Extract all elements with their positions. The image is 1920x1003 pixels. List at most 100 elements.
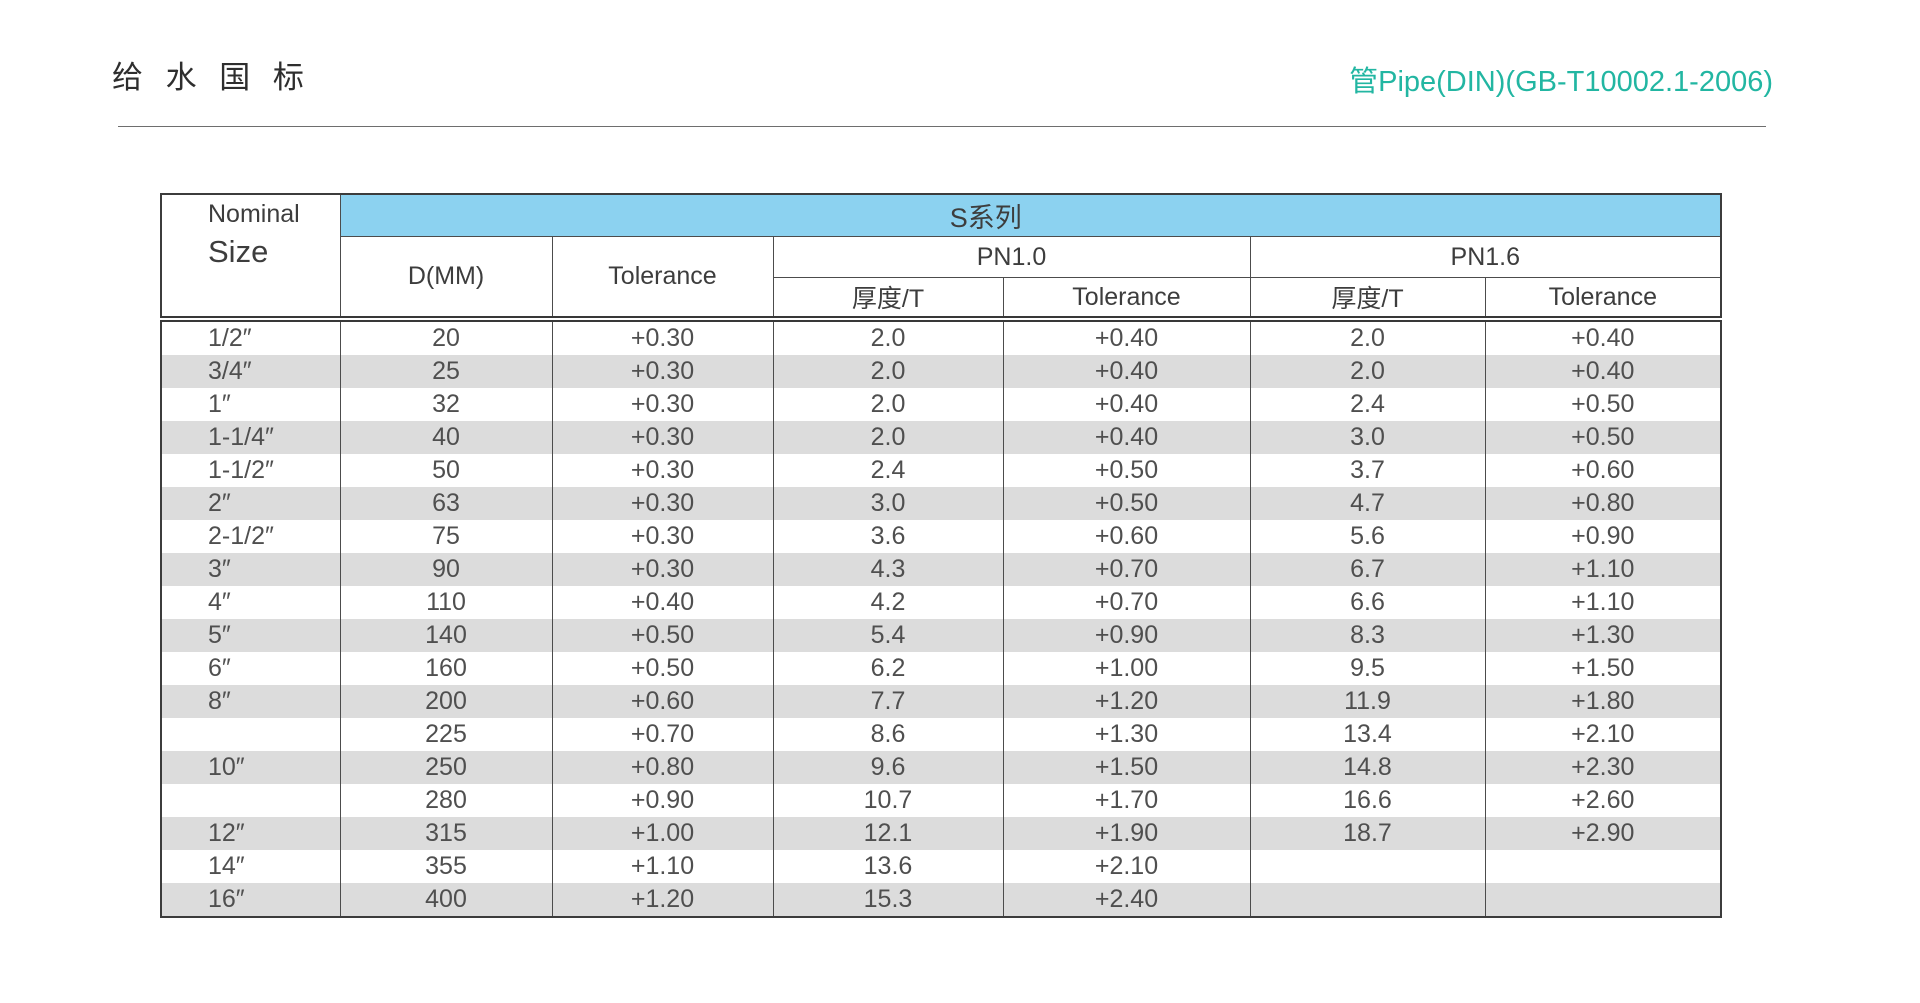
header-divider-line: [118, 126, 1766, 127]
cell-nominal-size: 6″: [160, 652, 341, 685]
standard-reference-label: 管Pipe(DIN)(GB-T10002.1-2006): [1349, 66, 1773, 98]
cell-pn10-thickness: 15.3: [772, 883, 1004, 917]
cell-d-mm: 225: [339, 718, 553, 751]
cell-pn16-thickness: 2.0: [1249, 355, 1486, 388]
cell-nominal-size: [160, 718, 341, 751]
cell-d-mm: 63: [339, 487, 553, 520]
cell-pn10-tolerance: +1.90: [1002, 817, 1251, 850]
cell-pn16-thickness: 6.6: [1249, 586, 1486, 619]
cell-pn16-thickness: [1249, 850, 1486, 883]
cell-d-tolerance: +0.80: [551, 751, 774, 784]
cell-d-tolerance: +0.70: [551, 718, 774, 751]
cell-pn16-tolerance: +0.40: [1484, 319, 1722, 355]
cell-pn10-thickness: 3.0: [772, 487, 1004, 520]
cell-pn10-thickness: 2.0: [772, 388, 1004, 421]
page-title: 给 水 国 标: [112, 60, 311, 95]
cell-pn10-tolerance: +0.70: [1002, 586, 1251, 619]
cell-pn10-tolerance: +1.70: [1002, 784, 1251, 817]
header-pn10: PN1.0: [772, 236, 1251, 278]
cell-pn16-tolerance: +0.80: [1484, 487, 1722, 520]
cell-pn10-thickness: 2.0: [772, 421, 1004, 454]
cell-pn10-thickness: 6.2: [772, 652, 1004, 685]
cell-pn16-thickness: 8.3: [1249, 619, 1486, 652]
cell-nominal-size: 2″: [160, 487, 341, 520]
cell-nominal-size: 1/2″: [160, 319, 341, 355]
cell-pn10-thickness: 12.1: [772, 817, 1004, 850]
cell-pn16-tolerance: +1.10: [1484, 553, 1722, 586]
cell-pn16-tolerance: +2.10: [1484, 718, 1722, 751]
cell-pn10-tolerance: +1.30: [1002, 718, 1251, 751]
table-row: 8″ 200 +0.60 7.7 +1.20 11.9 +1.80: [160, 685, 1722, 718]
cell-pn10-tolerance: +2.40: [1002, 883, 1251, 917]
cell-d-mm: 50: [339, 454, 553, 487]
cell-pn16-tolerance: +2.60: [1484, 784, 1722, 817]
cell-nominal-size: 16″: [160, 883, 341, 917]
header-d-mm: D(MM): [339, 236, 553, 322]
table-row: 2-1/2″ 75 +0.30 3.6 +0.60 5.6 +0.90: [160, 520, 1722, 553]
table-row: 6″ 160 +0.50 6.2 +1.00 9.5 +1.50: [160, 652, 1722, 685]
cell-pn10-tolerance: +0.50: [1002, 487, 1251, 520]
cell-pn16-tolerance: +0.40: [1484, 355, 1722, 388]
cell-nominal-size: 5″: [160, 619, 341, 652]
cell-nominal-size: 8″: [160, 685, 341, 718]
cell-pn16-thickness: 3.7: [1249, 454, 1486, 487]
cell-pn16-thickness: 4.7: [1249, 487, 1486, 520]
cell-pn16-tolerance: +2.90: [1484, 817, 1722, 850]
cell-pn10-thickness: 10.7: [772, 784, 1004, 817]
cell-d-tolerance: +0.30: [551, 553, 774, 586]
table-row: 1-1/2″ 50 +0.30 2.4 +0.50 3.7 +0.60: [160, 454, 1722, 487]
cell-pn10-thickness: 5.4: [772, 619, 1004, 652]
cell-pn10-tolerance: +0.40: [1002, 355, 1251, 388]
cell-pn10-thickness: 13.6: [772, 850, 1004, 883]
table-row: 14″ 355 +1.10 13.6 +2.10: [160, 850, 1722, 883]
cell-d-tolerance: +1.10: [551, 850, 774, 883]
header-nominal-size: Nominal Size: [160, 193, 341, 322]
cell-pn10-thickness: 7.7: [772, 685, 1004, 718]
cell-nominal-size: 2-1/2″: [160, 520, 341, 553]
cell-pn16-tolerance: +0.60: [1484, 454, 1722, 487]
cell-pn10-thickness: 3.6: [772, 520, 1004, 553]
table-row: 3″ 90 +0.30 4.3 +0.70 6.7 +1.10: [160, 553, 1722, 586]
table-row: 16″ 400 +1.20 15.3 +2.40: [160, 883, 1722, 917]
cell-d-tolerance: +0.30: [551, 454, 774, 487]
table-row: 1″ 32 +0.30 2.0 +0.40 2.4 +0.50: [160, 388, 1722, 421]
table-row: 280 +0.90 10.7 +1.70 16.6 +2.60: [160, 784, 1722, 817]
cell-d-tolerance: +0.30: [551, 319, 774, 355]
table-body: 1/2″ 20 +0.30 2.0 +0.40 2.0 +0.40 3/4″ 25 +0.30 2.…: [160, 319, 1722, 917]
cell-d-mm: 280: [339, 784, 553, 817]
cell-pn10-thickness: 4.3: [772, 553, 1004, 586]
cell-d-mm: 32: [339, 388, 553, 421]
cell-d-mm: 140: [339, 619, 553, 652]
cell-pn10-tolerance: +1.20: [1002, 685, 1251, 718]
cell-pn10-thickness: 4.2: [772, 586, 1004, 619]
cell-pn16-thickness: 5.6: [1249, 520, 1486, 553]
cell-pn16-thickness: 16.6: [1249, 784, 1486, 817]
cell-d-tolerance: +0.90: [551, 784, 774, 817]
cell-d-mm: 250: [339, 751, 553, 784]
cell-pn16-thickness: [1249, 883, 1486, 917]
cell-d-mm: 400: [339, 883, 553, 917]
cell-nominal-size: 1-1/2″: [160, 454, 341, 487]
cell-d-mm: 110: [339, 586, 553, 619]
cell-d-mm: 40: [339, 421, 553, 454]
cell-pn10-tolerance: +0.40: [1002, 421, 1251, 454]
cell-pn16-thickness: 6.7: [1249, 553, 1486, 586]
cell-d-tolerance: +0.60: [551, 685, 774, 718]
cell-pn16-thickness: 18.7: [1249, 817, 1486, 850]
cell-pn16-tolerance: [1484, 883, 1722, 917]
cell-pn10-tolerance: +1.50: [1002, 751, 1251, 784]
cell-d-mm: 90: [339, 553, 553, 586]
cell-d-tolerance: +1.20: [551, 883, 774, 917]
table-row: 4″ 110 +0.40 4.2 +0.70 6.6 +1.10: [160, 586, 1722, 619]
header-pn10-tolerance: Tolerance: [1002, 277, 1251, 322]
cell-d-tolerance: +0.30: [551, 421, 774, 454]
cell-nominal-size: 14″: [160, 850, 341, 883]
cell-pn16-thickness: 13.4: [1249, 718, 1486, 751]
cell-pn10-tolerance: +0.40: [1002, 319, 1251, 355]
cell-d-mm: 20: [339, 319, 553, 355]
cell-nominal-size: 1″: [160, 388, 341, 421]
header-pn10-thickness: 厚度/T: [772, 277, 1004, 322]
cell-pn16-thickness: 2.4: [1249, 388, 1486, 421]
cell-pn10-thickness: 2.0: [772, 355, 1004, 388]
cell-pn16-tolerance: +2.30: [1484, 751, 1722, 784]
